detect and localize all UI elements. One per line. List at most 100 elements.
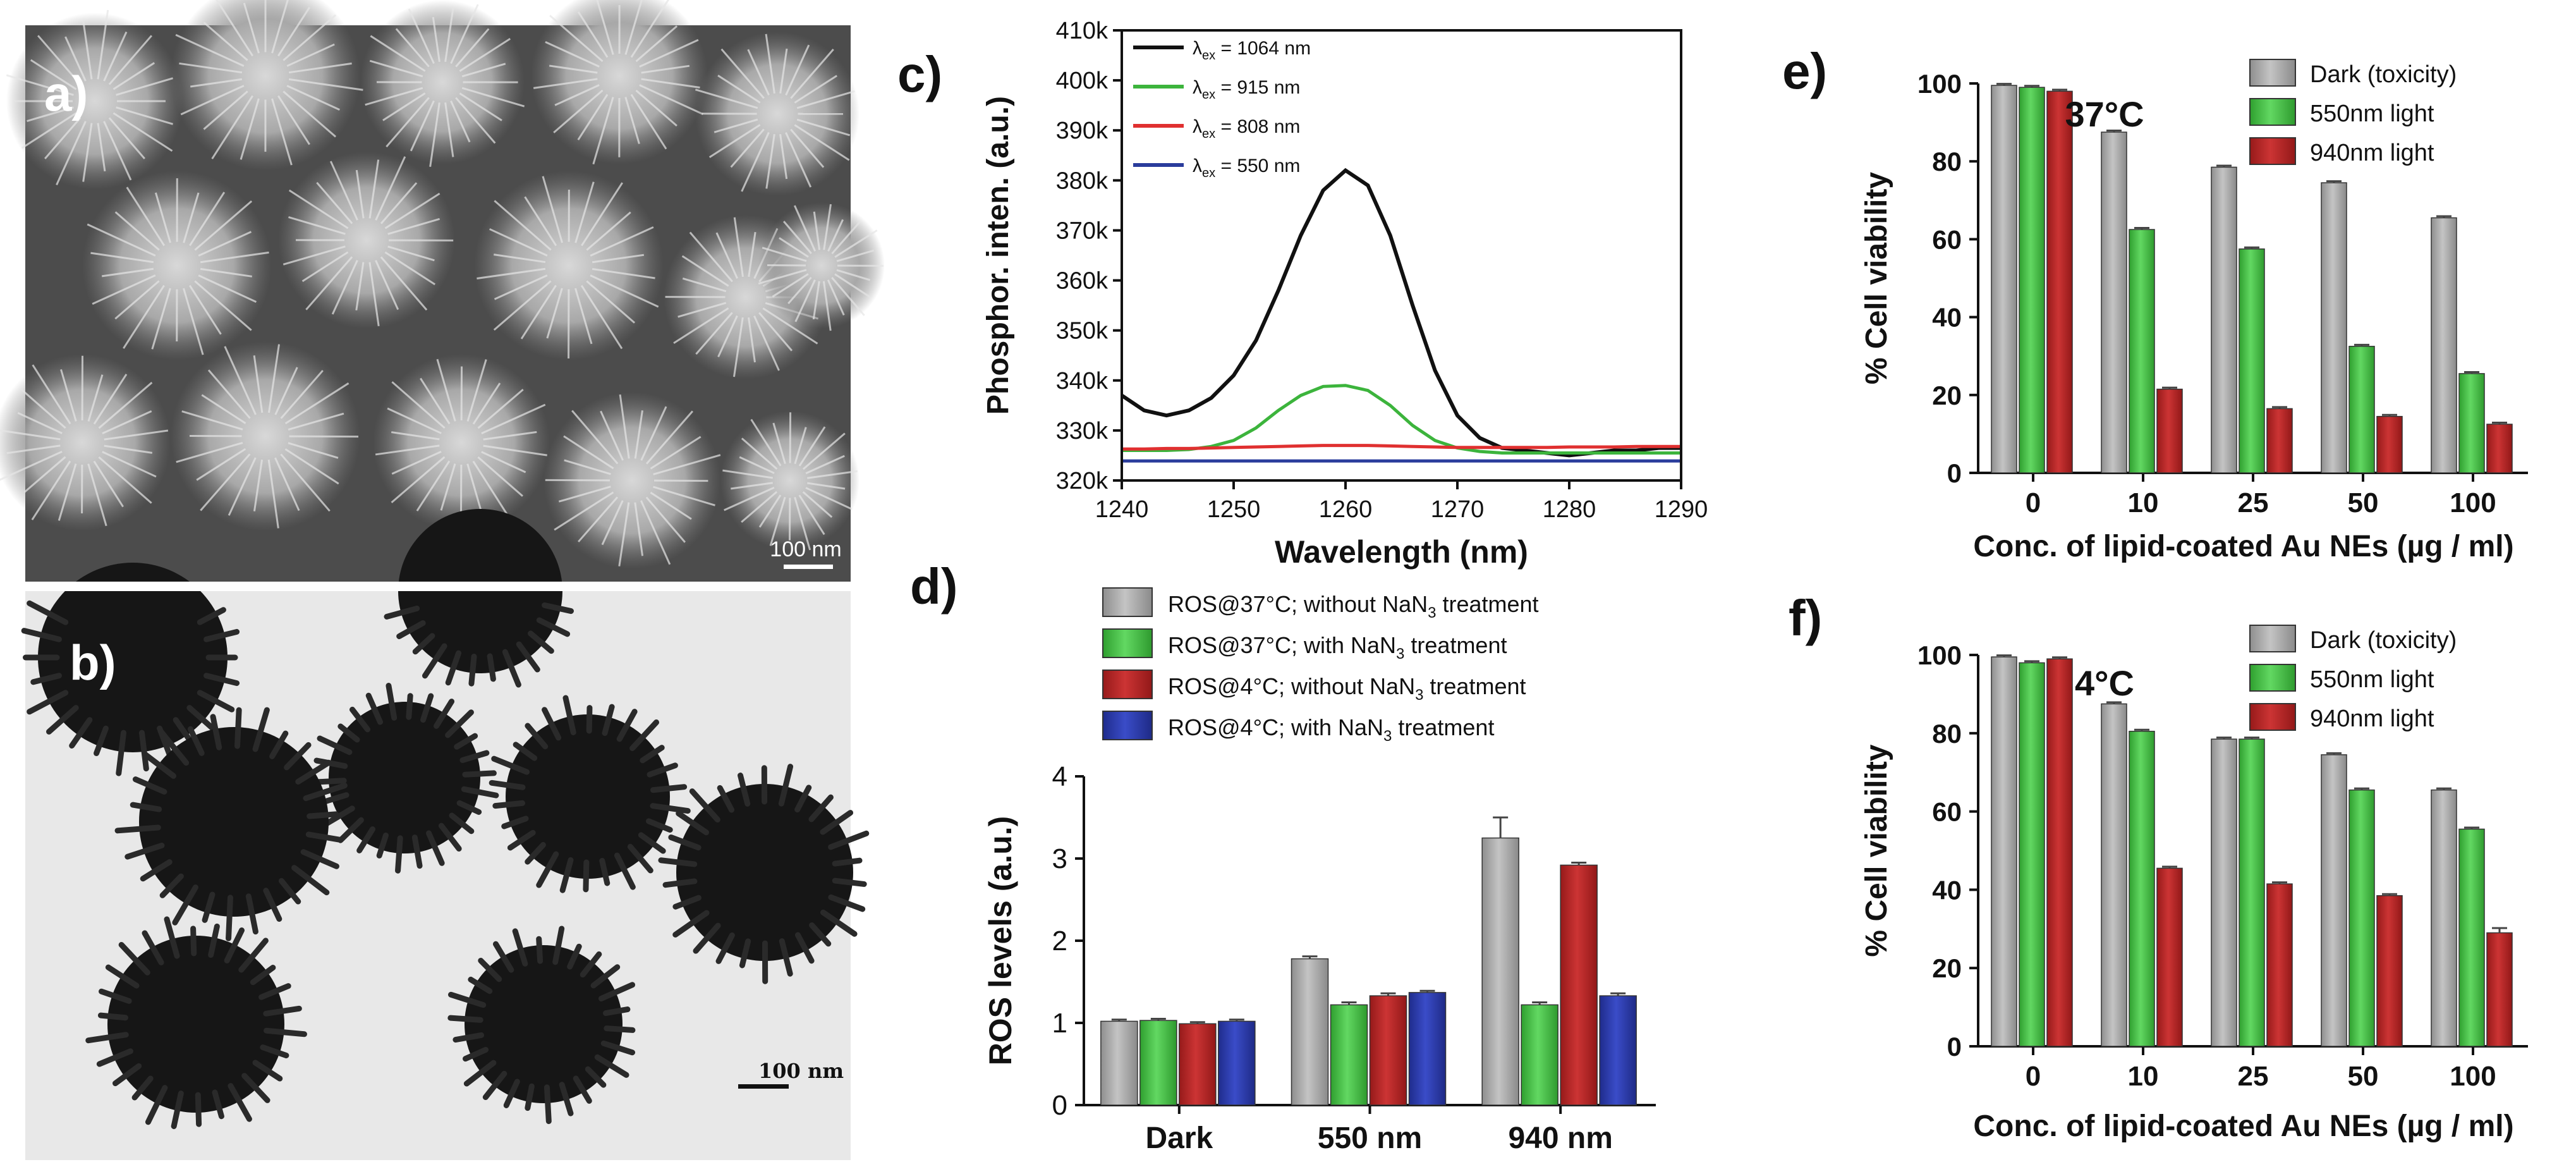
- bar: [2349, 346, 2374, 473]
- legend-label: λex = 915 nm: [1193, 77, 1300, 102]
- series-line-0: [1122, 171, 1681, 456]
- x-category-label: 550 nm: [1318, 1122, 1422, 1155]
- y-tick-label: 330k: [1056, 418, 1109, 444]
- tem-spike: [490, 656, 493, 679]
- sem-particles: [0, 0, 885, 569]
- x-category-label: 100: [2450, 1061, 2496, 1092]
- tem-spike: [465, 773, 494, 774]
- legend-label: Dark (toxicity): [2310, 627, 2457, 654]
- y-tick-label: 20: [1932, 381, 1962, 410]
- legend-swatch: [1103, 629, 1152, 657]
- x-tick-label: 1260: [1319, 496, 1373, 523]
- bar: [2267, 884, 2292, 1046]
- tem-spike: [238, 710, 240, 746]
- bar: [2459, 374, 2484, 473]
- legend-label: ROS@4°C; with NaN3 treatment: [1168, 714, 1494, 745]
- x-axis-label: Wavelength (nm): [1275, 534, 1528, 570]
- y-tick-label: 370k: [1056, 217, 1109, 244]
- temperature-annotation: 4°C: [2075, 663, 2134, 703]
- bar: [1140, 1020, 1177, 1105]
- tem-spike: [528, 1086, 532, 1108]
- bar: [2267, 408, 2292, 473]
- tem-particle: [506, 714, 670, 879]
- tem-spike: [398, 838, 401, 871]
- legend-label: 550nm light: [2310, 101, 2434, 127]
- y-tick-label: 340k: [1056, 368, 1109, 394]
- tem-spike: [835, 881, 864, 884]
- bar: [2047, 91, 2072, 473]
- panel-f-label: f): [1789, 590, 1822, 646]
- legend-label: 940nm light: [2310, 140, 2434, 166]
- bar: [1482, 838, 1519, 1106]
- legend-label: λex = 808 nm: [1193, 116, 1300, 141]
- tem-spike: [665, 881, 695, 885]
- tem-particle: [676, 784, 853, 961]
- y-tick-label: 0: [1947, 458, 1962, 488]
- tem-spike: [229, 898, 231, 938]
- y-tick-label: 350k: [1056, 318, 1109, 345]
- tem-spike: [310, 814, 336, 816]
- x-category-label: 10: [2128, 487, 2159, 518]
- tem-spike: [471, 657, 474, 684]
- legend-label: λex = 1064 nm: [1193, 38, 1311, 63]
- y-axis-label: % Cell viability: [1860, 744, 1893, 957]
- legend-swatch: [2250, 704, 2295, 730]
- panel-b-scalebar: [738, 1084, 789, 1089]
- tem-spike: [319, 781, 344, 782]
- legend-label: Dark (toxicity): [2310, 61, 2457, 88]
- legend-label: ROS@37°C; without NaN3 treatment: [1168, 591, 1539, 621]
- panel-a-scalebar-label: 100 nm: [770, 537, 841, 561]
- tem-spike: [661, 860, 695, 864]
- x-category-label: 0: [2026, 1061, 2041, 1092]
- bar: [2019, 663, 2044, 1046]
- x-tick-label: 1280: [1543, 496, 1596, 523]
- x-category-label: 940 nm: [1508, 1122, 1612, 1155]
- y-tick-label: 410k: [1056, 18, 1109, 44]
- bar: [1179, 1024, 1216, 1105]
- legend-label: 550nm light: [2310, 666, 2434, 693]
- y-tick-label: 60: [1932, 224, 1962, 254]
- y-tick-label: 2: [1052, 926, 1067, 957]
- legend-label: ROS@4°C; without NaN3 treatment: [1168, 673, 1526, 704]
- tem-spike: [605, 1010, 627, 1013]
- tem-spike: [835, 860, 860, 864]
- x-category-label: 25: [2238, 1061, 2269, 1092]
- bar: [2129, 229, 2154, 473]
- x-category-label: Dark: [1145, 1122, 1213, 1155]
- y-tick-label: 360k: [1056, 268, 1109, 295]
- panel-a-sem-image: a) 100 nm: [0, 0, 885, 582]
- y-tick-label: 400k: [1056, 68, 1109, 94]
- tem-spike: [267, 1030, 305, 1034]
- x-category-label: 0: [2026, 487, 2041, 518]
- legend-label: 940nm light: [2310, 706, 2434, 732]
- bar: [2101, 704, 2127, 1046]
- bar: [2459, 829, 2484, 1046]
- bar: [1370, 996, 1407, 1105]
- bar: [1600, 996, 1636, 1105]
- series-line-1: [1122, 386, 1681, 453]
- tem-spike: [539, 939, 540, 961]
- y-tick-label: 60: [1932, 797, 1962, 827]
- panel-c-label: c): [897, 46, 942, 102]
- legend-swatch: [2250, 664, 2295, 691]
- x-axis-label: Conc. of lipid-coated Au NEs (µg / ml): [1973, 1110, 2513, 1143]
- bar: [2239, 249, 2264, 473]
- panel-divider: [25, 582, 851, 591]
- y-tick-label: 100: [1917, 640, 1962, 670]
- panel-a-scalebar: [784, 565, 833, 569]
- sem-particle: [0, 354, 171, 531]
- bar: [1101, 1021, 1138, 1105]
- panel-b-scalebar-label: 100 nm: [758, 1059, 844, 1083]
- x-tick-label: 1270: [1431, 496, 1485, 523]
- bar: [1560, 865, 1597, 1105]
- x-axis-label: Conc. of lipid-coated Au NEs (µg / ml): [1973, 530, 2513, 563]
- chart-c: 320k330k340k350k360k370k380k390k400k410k…: [981, 18, 1708, 570]
- bar: [2377, 896, 2402, 1046]
- bar: [1292, 959, 1328, 1105]
- y-tick-label: 80: [1932, 147, 1962, 176]
- bar: [1409, 993, 1446, 1105]
